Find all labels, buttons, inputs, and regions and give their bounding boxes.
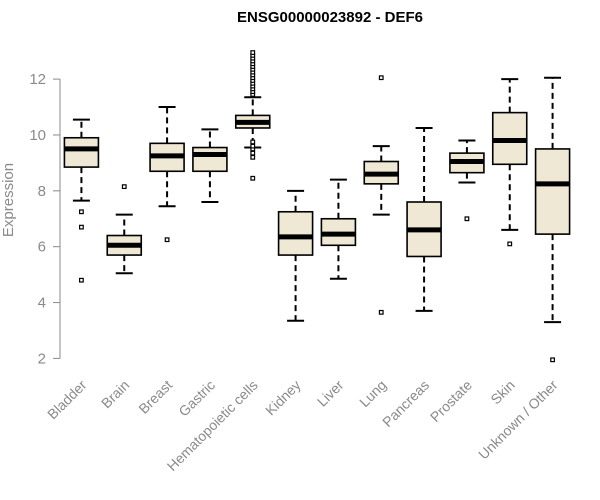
outlier-point bbox=[164, 237, 170, 243]
y-axis-title: Expression bbox=[0, 163, 17, 237]
outlier-point bbox=[250, 50, 256, 55]
x-category-label: Bladder bbox=[44, 377, 90, 423]
outlier-point bbox=[250, 139, 256, 145]
box-pancreas bbox=[406, 126, 442, 312]
y-tick-label: 10 bbox=[29, 127, 46, 144]
iqr-box bbox=[277, 210, 314, 256]
boxes-group bbox=[63, 50, 571, 363]
outlier-point bbox=[79, 209, 84, 215]
iqr-box bbox=[63, 136, 100, 168]
y-tick-label: 2 bbox=[38, 350, 46, 367]
x-category-label: Skin bbox=[487, 377, 518, 408]
iqr-box bbox=[534, 148, 571, 235]
x-category-label: Gastric bbox=[175, 377, 218, 420]
outlier-point bbox=[250, 175, 256, 181]
outlier-point bbox=[507, 241, 513, 247]
box-prostate bbox=[449, 139, 485, 222]
y-tick-label: 8 bbox=[38, 183, 46, 200]
outlier-point bbox=[121, 184, 127, 190]
box-kidney bbox=[277, 189, 314, 322]
outlier-point bbox=[378, 75, 384, 81]
box-hematopoietic-cells bbox=[234, 50, 271, 181]
chart-title: ENSG00000023892 - DEF6 bbox=[237, 9, 423, 26]
x-category-label: Kidney bbox=[262, 377, 304, 419]
outlier-point bbox=[378, 309, 384, 315]
y-tick-label: 12 bbox=[29, 71, 46, 88]
x-category-label: Breast bbox=[135, 377, 175, 417]
y-tick-label: 6 bbox=[38, 239, 46, 256]
box-skin bbox=[491, 78, 528, 247]
box-bladder bbox=[63, 118, 100, 283]
y-axis: 2 4 6 8 10 12 bbox=[29, 71, 61, 367]
outlier-point bbox=[250, 154, 256, 160]
outlier-point bbox=[464, 216, 470, 222]
box-unknown-other bbox=[534, 76, 571, 363]
x-category-label: Unknown / Other bbox=[475, 377, 561, 463]
outlier-point bbox=[250, 150, 256, 156]
x-category-label: Brain bbox=[98, 377, 132, 411]
iqr-box bbox=[192, 146, 228, 173]
x-category-label: Liver bbox=[314, 377, 347, 410]
box-liver bbox=[320, 178, 357, 280]
x-category-label: Lung bbox=[356, 377, 389, 410]
y-tick-label: 4 bbox=[38, 295, 46, 312]
box-lung bbox=[363, 75, 400, 315]
box-breast bbox=[149, 106, 185, 243]
box-brain bbox=[106, 184, 143, 275]
box-gastric bbox=[192, 128, 228, 203]
x-category-label: Prostate bbox=[427, 377, 475, 425]
outlier-point bbox=[79, 277, 84, 283]
outlier-point bbox=[250, 143, 256, 149]
x-category-label: Pancreas bbox=[379, 377, 432, 430]
outlier-point bbox=[79, 224, 84, 230]
outlier-point bbox=[550, 357, 555, 363]
